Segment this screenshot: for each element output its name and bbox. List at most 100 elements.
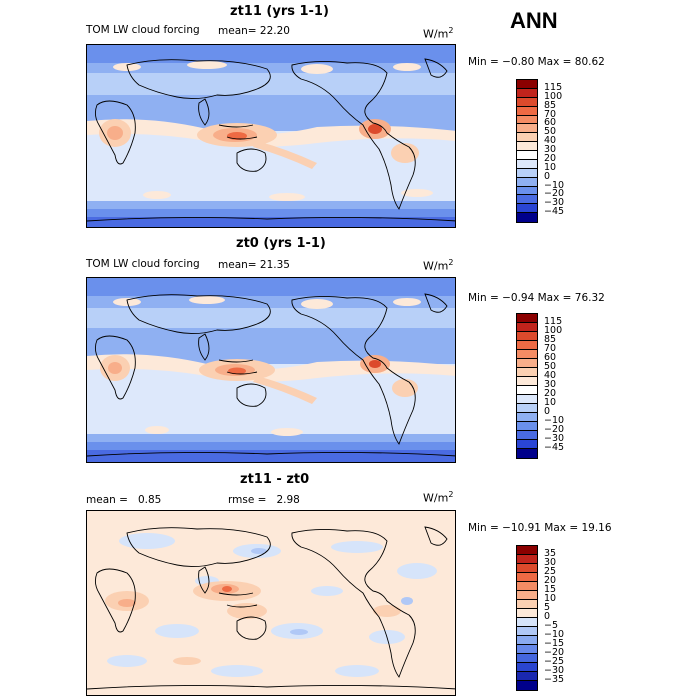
- colorbar-segment: [517, 564, 537, 573]
- colorbar-tick-label: 20: [544, 152, 557, 164]
- colorbar-segment: [517, 133, 537, 143]
- panel-2-units: W/m2: [423, 258, 454, 273]
- colorbar-tick-label: 60: [544, 352, 557, 363]
- panel-3-title: zt11 - zt0: [240, 472, 310, 487]
- colorbar-tick-label: 15: [544, 584, 557, 595]
- colorbar-tick-label: −45: [544, 206, 565, 218]
- colorbar-segment: [517, 332, 537, 341]
- colorbar-tick-label: 70: [544, 108, 557, 120]
- colorbar-tick-label: −10: [544, 415, 565, 426]
- colorbar-segment: [517, 368, 537, 377]
- colorbar-segment: [517, 213, 537, 222]
- panel-3-stat-right: rmse = 2.98: [228, 494, 300, 506]
- panel-1-title: zt11 (yrs 1-1): [230, 4, 329, 19]
- colorbar-tick-label: 100: [544, 90, 563, 102]
- colorbar-segment: [517, 555, 537, 564]
- colorbar-segment: [517, 177, 537, 187]
- panel-2-field: TOM LW cloud forcing: [86, 258, 200, 270]
- colorbar-segment: [517, 404, 537, 413]
- colorbar-segment: [517, 186, 537, 196]
- colorbar-tick-label: 50: [544, 361, 557, 372]
- panel-1-stat-left: mean= 22.20: [218, 25, 290, 37]
- colorbar-segment: [517, 80, 537, 89]
- colorbar-tick-label: 60: [544, 117, 557, 129]
- colorbar-segment: [517, 124, 537, 134]
- colorbar-tick-label: 10: [544, 161, 557, 173]
- colorbar-tick-label: −15: [544, 638, 565, 649]
- colorbar-segment: [517, 341, 537, 350]
- colorbar-segment: [517, 573, 537, 582]
- colorbar-tick-label: −10: [544, 179, 565, 191]
- colorbar-segment: [517, 431, 537, 440]
- colorbar-segment: [517, 654, 537, 663]
- panel-3-colorbar: [516, 545, 538, 691]
- colorbar-segment: [517, 204, 537, 214]
- colorbar-tick-label: −30: [544, 665, 565, 676]
- colorbar-segment: [517, 609, 537, 618]
- colorbar-segment: [517, 413, 537, 422]
- colorbar-tick-label: 5: [544, 602, 551, 613]
- panel-2-minmax: Min = −0.94 Max = 76.32: [468, 292, 605, 304]
- colorbar-segment: [517, 672, 537, 681]
- colorbar-tick-label: 0: [544, 611, 551, 622]
- colorbar-tick-label: 30: [544, 557, 557, 568]
- colorbar-tick-label: 115: [544, 316, 563, 327]
- colorbar-tick-label: 85: [544, 334, 557, 345]
- colorbar-tick-label: 25: [544, 566, 557, 577]
- colorbar-segment: [517, 582, 537, 591]
- panel-2-colorbar: [516, 313, 538, 459]
- colorbar-segment: [517, 97, 537, 107]
- panel-3-map: [86, 510, 456, 696]
- colorbar-tick-label: 85: [544, 99, 557, 111]
- colorbar-segment: [517, 377, 537, 386]
- panel-1-colorbar: [516, 79, 538, 223]
- colorbar-tick-label: −20: [544, 647, 565, 658]
- colorbar-tick-label: −20: [544, 188, 565, 200]
- colorbar-tick-label: −35: [544, 674, 565, 685]
- panel-2-map-svg: [87, 278, 455, 462]
- colorbar-segment: [517, 645, 537, 654]
- panel-2-map: [86, 277, 456, 463]
- colorbar-tick-label: 115: [544, 81, 563, 93]
- colorbar-segment: [517, 195, 537, 205]
- colorbar-segment: [517, 359, 537, 368]
- colorbar-tick-label: −10: [544, 629, 565, 640]
- colorbar-tick-label: 0: [544, 406, 551, 417]
- colorbar-tick-label: 70: [544, 343, 557, 354]
- colorbar-tick-label: −30: [544, 197, 565, 209]
- panel-1-map: [86, 44, 456, 228]
- colorbar-tick-label: 40: [544, 370, 557, 381]
- colorbar-segment: [517, 314, 537, 323]
- panel-1-map-svg: [87, 45, 455, 227]
- colorbar-tick-label: 0: [544, 170, 551, 182]
- panel-2-stat-left: mean= 21.35: [218, 259, 290, 271]
- colorbar-segment: [517, 422, 537, 431]
- season-label: ANN: [510, 8, 558, 33]
- colorbar-segment: [517, 449, 537, 458]
- colorbar-segment: [517, 681, 537, 690]
- colorbar-segment: [517, 440, 537, 449]
- colorbar-segment: [517, 386, 537, 395]
- colorbar-tick-label: 10: [544, 593, 557, 604]
- colorbar-segment: [517, 115, 537, 125]
- colorbar-segment: [517, 350, 537, 359]
- panel-1-units: W/m2: [423, 26, 454, 41]
- colorbar-segment: [517, 395, 537, 404]
- panel-3-stat-left: mean = 0.85: [86, 494, 162, 506]
- colorbar-tick-label: −45: [544, 442, 565, 453]
- colorbar-tick-label: 50: [544, 126, 557, 138]
- colorbar-segment: [517, 591, 537, 600]
- colorbar-tick-label: 35: [544, 548, 557, 559]
- colorbar-segment: [517, 627, 537, 636]
- colorbar-tick-label: 100: [544, 325, 563, 336]
- colorbar-segment: [517, 168, 537, 178]
- colorbar-tick-label: 10: [544, 397, 557, 408]
- colorbar-segment: [517, 159, 537, 169]
- colorbar-tick-label: 40: [544, 135, 557, 147]
- colorbar-tick-label: 20: [544, 575, 557, 586]
- colorbar-segment: [517, 618, 537, 627]
- colorbar-segment: [517, 151, 537, 160]
- colorbar-tick-label: 30: [544, 144, 557, 155]
- panel-3-map-svg: [87, 511, 455, 695]
- panel-1-field: TOM LW cloud forcing: [86, 24, 200, 36]
